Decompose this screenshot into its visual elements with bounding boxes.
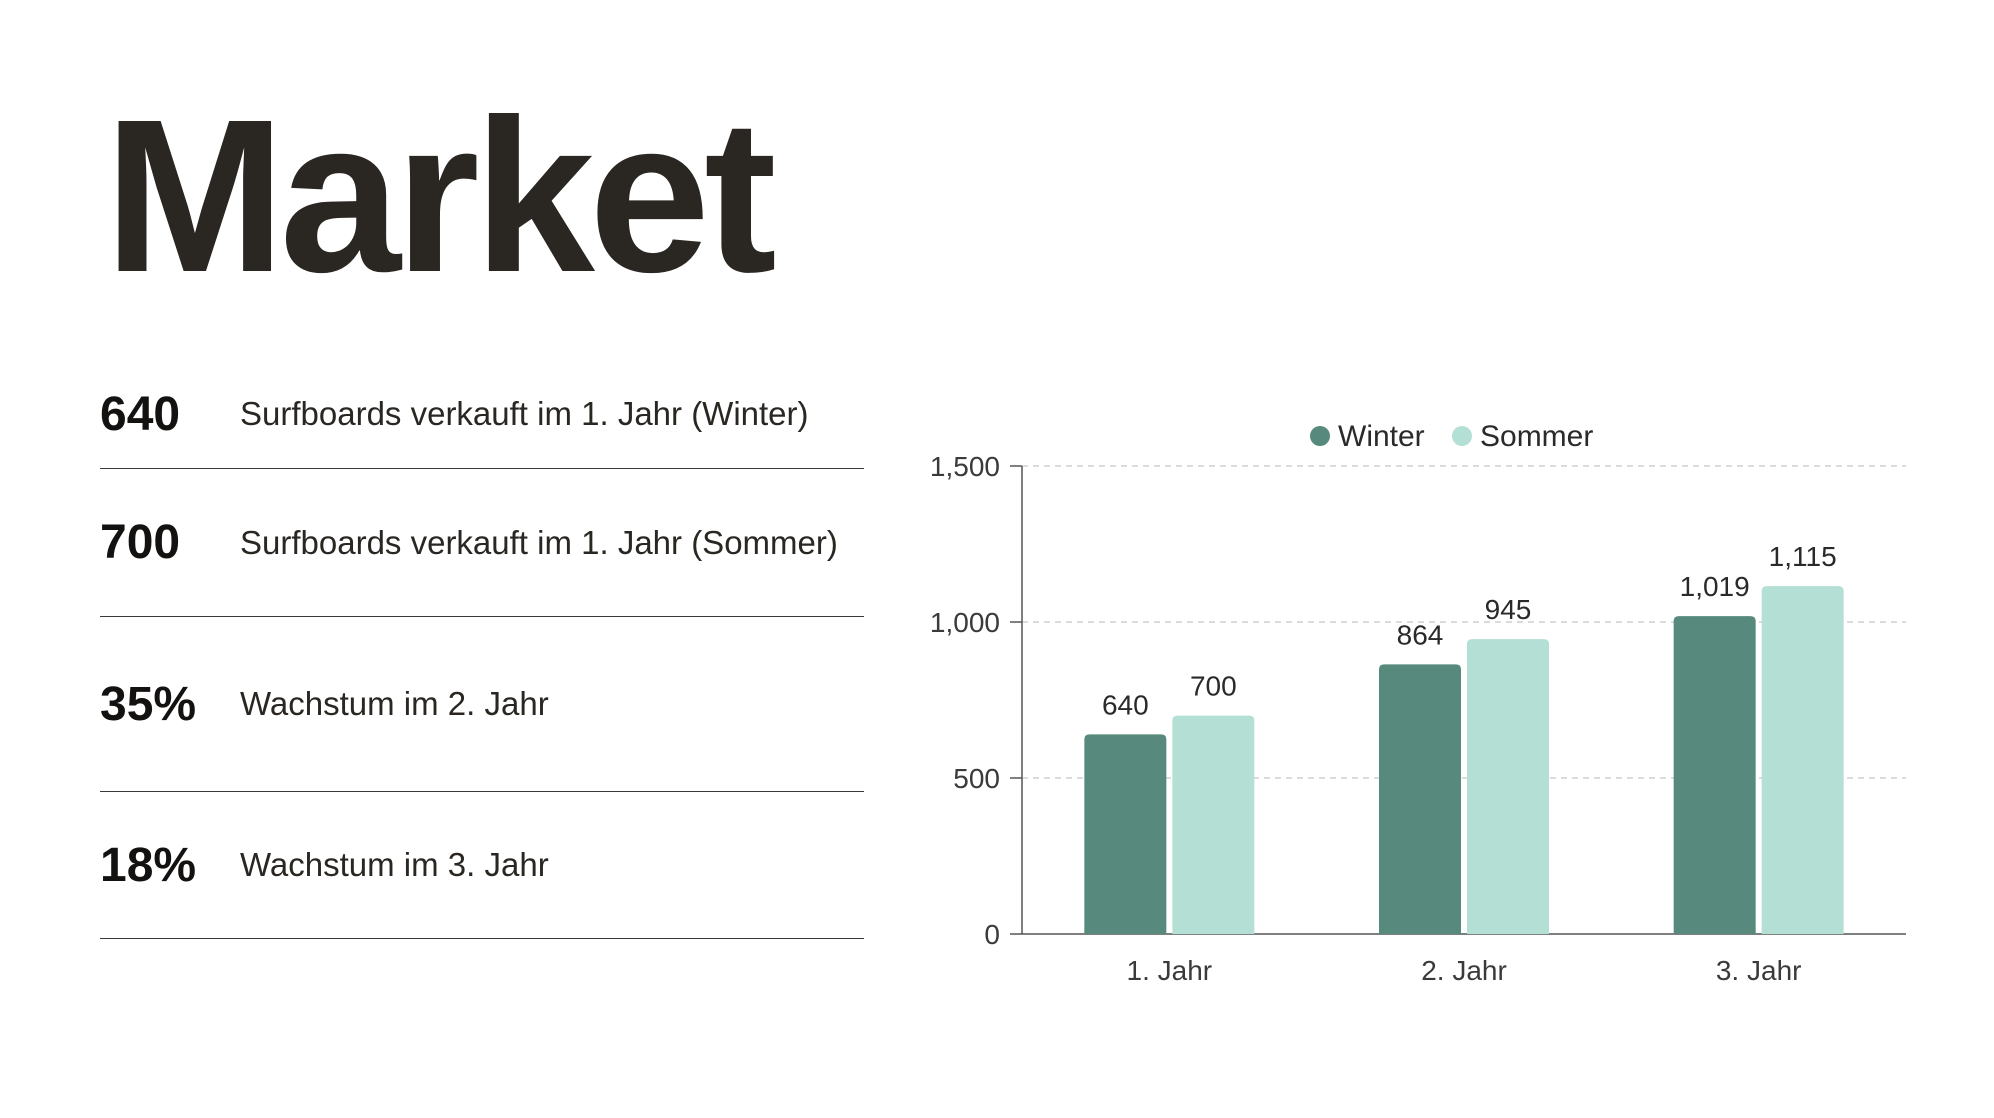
x-tick-label: 1. Jahr — [1127, 955, 1213, 986]
page-title: Market — [104, 75, 777, 318]
legend-swatch — [1452, 426, 1472, 446]
data-label: 1,115 — [1769, 541, 1837, 572]
data-label: 700 — [1190, 671, 1237, 702]
stat-row: 640 Surfboards verkauft im 1. Jahr (Wint… — [100, 360, 864, 469]
stat-label: Surfboards verkauft im 1. Jahr (Winter) — [240, 395, 809, 432]
stat-value: 18% — [100, 838, 197, 892]
data-label: 945 — [1485, 594, 1532, 625]
x-tick-label: 3. Jahr — [1716, 955, 1802, 986]
y-tick-label: 1,000 — [930, 607, 1000, 638]
bar — [1673, 616, 1756, 934]
stats-list: 640 Surfboards verkauft im 1. Jahr (Wint… — [100, 360, 864, 939]
data-label: 640 — [1102, 689, 1149, 720]
bar — [1761, 586, 1844, 934]
stat-row: 18% Wachstum im 3. Jahr — [100, 792, 864, 939]
legend-swatch — [1310, 426, 1330, 446]
stat-label: Wachstum im 2. Jahr — [240, 685, 549, 722]
bar — [1172, 715, 1255, 934]
stat-value: 700 — [100, 516, 181, 569]
x-tick-label: 2. Jahr — [1421, 955, 1507, 986]
y-tick-label: 1,500 — [930, 451, 1000, 482]
stat-value: 35% — [100, 677, 197, 731]
data-label: 864 — [1397, 619, 1444, 650]
bar-chart: 0 500 1,000 1,500 640 700 1. Jahr 864 945 2. Jahr… — [930, 420, 1906, 986]
y-tick-label: 0 — [984, 919, 1000, 950]
stat-label: Surfboards verkauft im 1. Jahr (Sommer) — [240, 523, 838, 561]
legend-label: Winter — [1338, 420, 1425, 453]
stat-value: 640 — [100, 387, 181, 441]
stat-label: Wachstum im 3. Jahr — [240, 846, 549, 883]
stat-row: 700 Surfboards verkauft im 1. Jahr (Somm… — [100, 469, 864, 617]
y-tick-label: 500 — [953, 763, 1000, 794]
data-label: 1,019 — [1680, 571, 1750, 602]
legend-label: Sommer — [1480, 420, 1593, 453]
bar — [1467, 639, 1549, 934]
stat-row: 35% Wachstum im 2. Jahr — [100, 617, 864, 792]
bar — [1379, 664, 1461, 934]
bar — [1084, 734, 1167, 934]
